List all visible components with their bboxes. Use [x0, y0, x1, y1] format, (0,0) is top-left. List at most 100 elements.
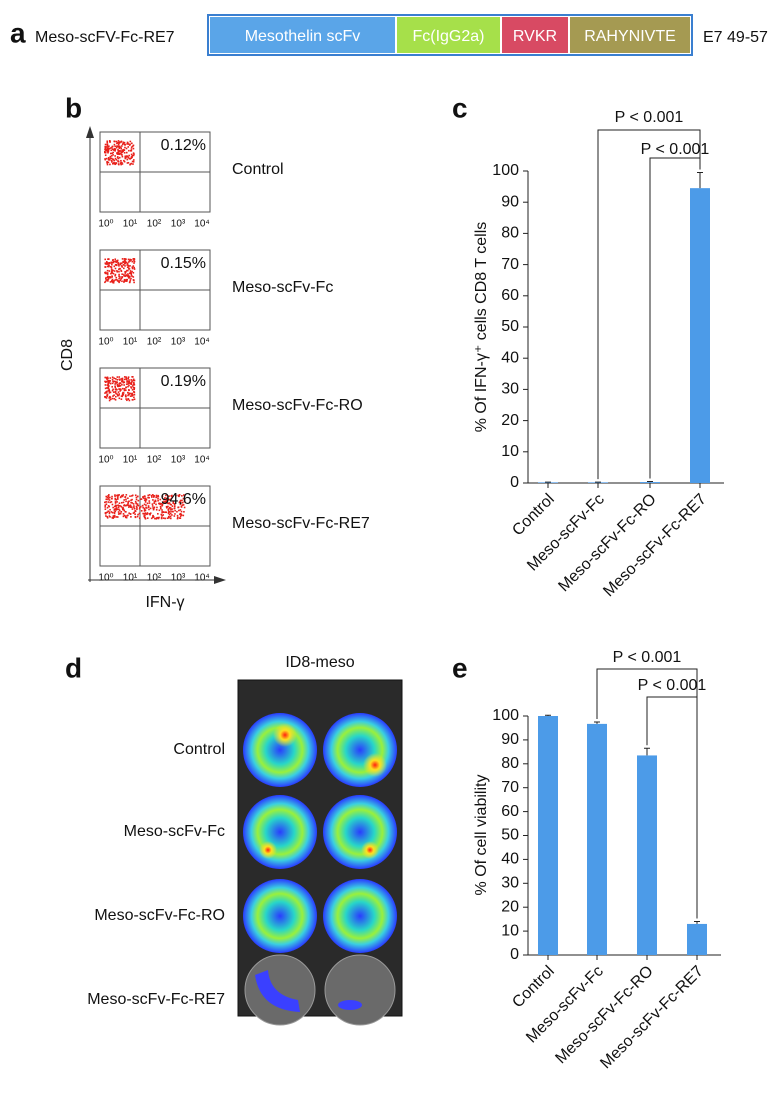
event-dot: [121, 266, 123, 268]
event-dot: [107, 161, 110, 164]
event-dot: [181, 501, 184, 504]
event-dot: [104, 266, 106, 268]
x-tick-label: 10¹: [123, 573, 138, 584]
y-tick-label: 30: [501, 875, 519, 892]
y-tick-label: 70: [501, 256, 519, 273]
event-dot: [126, 504, 128, 506]
event-dot: [122, 392, 125, 394]
event-dot: [129, 279, 132, 281]
event-dot: [128, 149, 130, 152]
event-dot: [114, 150, 116, 152]
event-dot: [148, 494, 151, 496]
event-dot: [105, 397, 108, 399]
event-dot: [106, 378, 108, 381]
y-tick-label: 30: [501, 381, 519, 398]
event-dot: [153, 495, 156, 497]
bar: [538, 716, 558, 955]
event-dot: [162, 514, 165, 516]
event-dot: [127, 376, 130, 378]
event-dot: [114, 383, 116, 385]
event-dot: [129, 140, 132, 143]
event-dot: [165, 511, 168, 514]
event-dot: [175, 494, 177, 497]
event-dot: [116, 378, 119, 381]
event-dot: [121, 280, 123, 283]
event-dot: [124, 260, 127, 263]
signal-blob: [255, 970, 300, 1012]
event-dot: [132, 152, 135, 154]
event-dot: [133, 382, 135, 385]
event-dot: [114, 145, 116, 148]
event-dot: [105, 277, 107, 280]
event-dot: [152, 515, 155, 517]
event-dot: [112, 506, 114, 509]
event-dot: [118, 393, 120, 395]
event-dot: [121, 380, 124, 383]
event-dot: [117, 142, 119, 144]
event-dot: [183, 510, 185, 513]
event-dot: [117, 140, 120, 142]
event-dot: [164, 517, 166, 520]
event-dot: [110, 149, 113, 152]
event-dot: [105, 495, 108, 498]
sample-label: Meso-scFv-Fc-RO: [232, 397, 363, 414]
event-dot: [178, 494, 181, 496]
percent-label: 94.6%: [161, 491, 206, 508]
event-dot: [127, 258, 130, 261]
event-dot: [157, 497, 159, 500]
event-dot: [119, 384, 122, 387]
event-dot: [169, 517, 172, 520]
event-dot: [119, 279, 122, 282]
event-dot: [106, 384, 109, 386]
event-dot: [161, 514, 163, 517]
event-dot: [127, 273, 129, 275]
x-tick-label: 10⁴: [194, 219, 209, 230]
event-dot: [168, 495, 170, 497]
event-dot: [107, 377, 109, 380]
event-dot: [142, 512, 144, 515]
event-dot: [124, 156, 127, 159]
event-dot: [127, 502, 130, 504]
event-dot: [165, 505, 168, 508]
event-dot: [118, 509, 121, 512]
event-dot: [115, 388, 117, 391]
event-dot: [115, 162, 117, 164]
event-dot: [127, 146, 130, 148]
event-dot: [129, 158, 132, 160]
event-dot: [109, 163, 111, 166]
event-dot: [120, 163, 122, 166]
event-dot: [120, 159, 122, 162]
event-dot: [128, 379, 130, 381]
event-dot: [119, 496, 122, 499]
event-dot: [133, 153, 135, 155]
event-dot: [128, 512, 130, 515]
event-dot: [131, 494, 134, 497]
event-dot: [125, 389, 127, 392]
event-dot: [118, 384, 120, 387]
event-dot: [170, 510, 172, 513]
event-dot: [126, 381, 128, 383]
y-tick-label: 50: [501, 827, 519, 844]
event-dot: [130, 382, 132, 385]
event-dot: [113, 377, 116, 380]
event-dot: [108, 505, 111, 508]
significance-label: P < 0.001: [641, 141, 710, 158]
event-dot: [129, 495, 131, 497]
significance-bracket: [649, 157, 701, 479]
event-dot: [143, 503, 146, 506]
bar: [588, 482, 608, 483]
event-dot: [106, 275, 109, 278]
event-dot: [157, 494, 159, 497]
event-dot: [121, 377, 124, 380]
event-dot: [120, 278, 122, 280]
event-dot: [132, 394, 134, 396]
event-dot: [118, 163, 120, 166]
event-dot: [136, 495, 139, 498]
event-dot: [125, 500, 127, 503]
event-dot: [104, 392, 106, 394]
event-dot: [183, 506, 186, 509]
event-dot: [117, 391, 120, 393]
event-dot: [106, 263, 108, 265]
event-dot: [137, 504, 140, 507]
event-dot: [113, 265, 116, 268]
